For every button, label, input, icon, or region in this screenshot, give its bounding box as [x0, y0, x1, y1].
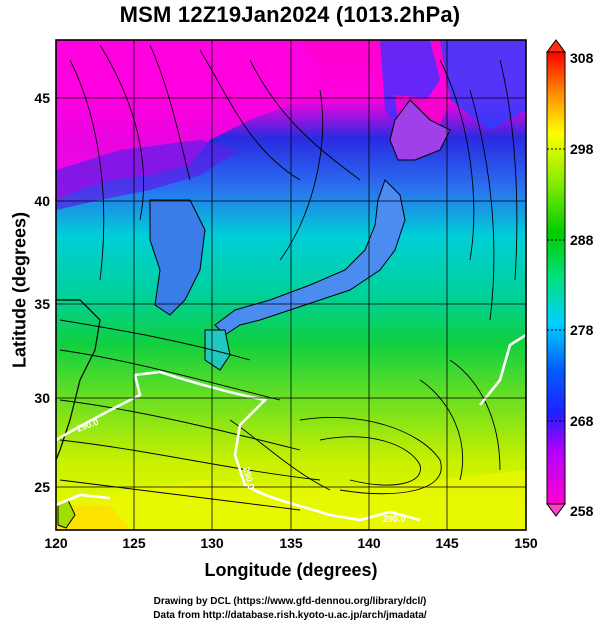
colorbar-tick-label: 288 [570, 232, 594, 248]
x-tick-label: 130 [200, 535, 224, 551]
map-grid [56, 40, 526, 530]
japan-honshu [214, 179, 406, 336]
x-axis-label: Longitude (degrees) [204, 560, 378, 580]
credit-data: Data from http://database.rish.kyoto-u.a… [153, 610, 427, 621]
colorbar-tick-label: 258 [570, 503, 594, 519]
chart-title: MSM 12Z19Jan2024 (1013.2hPa) [119, 2, 461, 27]
cold-air-region-east [440, 40, 526, 130]
colorbar: 258 268 278 288 298 308 [546, 39, 594, 519]
y-tick-label: 45 [34, 90, 50, 106]
japan-hokkaido [389, 99, 451, 161]
cold-air-region-sakhalin [380, 40, 440, 130]
contour-290 [56, 333, 526, 522]
cold-air-region-manchuria [56, 140, 240, 210]
japan-kyushu [204, 329, 231, 371]
y-axis-label: Latitude (degrees) [9, 211, 30, 369]
plot-frame [55, 39, 527, 531]
x-tick-label: 135 [279, 535, 303, 551]
y-tick-label: 30 [34, 390, 50, 406]
colorbar-tick-label: 278 [570, 322, 594, 338]
x-tick-label: 140 [357, 535, 381, 551]
colorbar-tick-label: 298 [570, 141, 594, 157]
korea-peninsula [149, 199, 206, 316]
hot-corner-region [56, 505, 130, 530]
colorbar-tick-label: 308 [570, 50, 594, 66]
streamlines [59, 44, 518, 511]
x-tick-label: 120 [44, 535, 68, 551]
credit-drawing: Drawing by DCL (https://www.gfd-dennou.o… [153, 596, 427, 607]
x-tick-label: 125 [122, 535, 146, 551]
x-tick-label: 150 [514, 535, 538, 551]
x-tick-label: 145 [435, 535, 459, 551]
colorbar-min-arrow [546, 503, 566, 517]
y-tick-label: 35 [34, 296, 50, 312]
colorbar-max-arrow [546, 39, 566, 53]
y-tick-labels: 25 30 35 40 45 [34, 90, 50, 495]
y-tick-label: 25 [34, 479, 50, 495]
x-tick-labels: 120 125 130 135 140 145 150 [44, 535, 538, 551]
colorbar-tick-label: 268 [570, 413, 594, 429]
colorbar-scale [546, 51, 566, 505]
china-coastline [56, 299, 101, 461]
y-tick-label: 40 [34, 193, 50, 209]
contour-label: 290.0 [383, 514, 406, 524]
